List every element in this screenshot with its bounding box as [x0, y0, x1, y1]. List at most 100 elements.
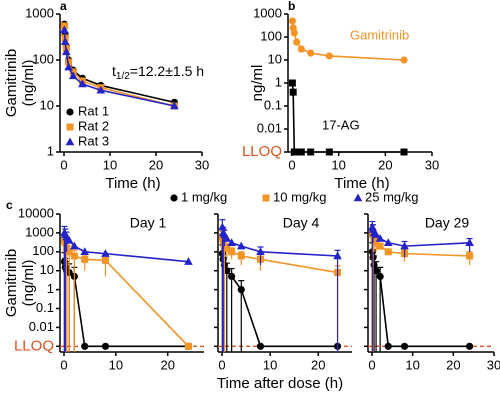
marker: [80, 247, 90, 256]
marker: [325, 148, 333, 156]
marker: [228, 248, 236, 256]
y-axis-label: Gamitrinib: [3, 249, 20, 317]
marker: [184, 342, 192, 350]
panel: 0 10 20 Day 4: [214, 213, 352, 372]
marker: [65, 248, 73, 256]
marker: [66, 108, 74, 116]
panel-letter: b: [288, 0, 295, 13]
marker: [400, 241, 409, 250]
marker: [288, 79, 296, 87]
marker: [78, 79, 87, 88]
annotation-part: t: [112, 63, 116, 79]
x-tick-label: 30: [195, 157, 209, 172]
marker: [218, 222, 227, 231]
annotation-part: =12.2±1.5 h: [130, 63, 204, 79]
panel-title: Day 4: [283, 215, 320, 231]
marker: [184, 257, 193, 265]
series-label: 17-AG: [322, 117, 360, 132]
y-tick-label: 10: [268, 51, 282, 66]
y-tick-label: 1000: [253, 5, 282, 20]
marker: [370, 235, 378, 243]
y-tick-label: 1: [47, 143, 54, 158]
marker: [64, 235, 74, 244]
y-tick-label: 0.1: [36, 300, 54, 315]
legend-label: 25 mg/kg: [365, 189, 418, 204]
y-axis-label: (ng/ml): [20, 260, 37, 307]
marker: [289, 88, 297, 96]
marker: [465, 238, 474, 246]
y-axis-label: ng/ml: [249, 65, 266, 102]
panel-title: Day 29: [425, 215, 470, 231]
marker: [81, 342, 89, 350]
x-tick-label: 0: [218, 357, 225, 372]
y-tick-label: 10000: [18, 205, 54, 220]
panel: 1 10 100 1000 0 10 20 30 a Time (h) Gamitrinib (ng/…: [3, 0, 209, 192]
x-axis-label: Time (h): [105, 175, 160, 192]
x-tick-label: 0: [60, 357, 67, 372]
marker: [371, 230, 381, 238]
y-tick-label: 0.1: [264, 97, 282, 112]
marker: [101, 256, 109, 264]
legend-label: Rat 3: [78, 133, 109, 148]
marker: [297, 45, 305, 53]
series-label: Gamitrinib: [350, 27, 409, 42]
marker: [293, 38, 301, 46]
marker: [383, 238, 393, 246]
x-tick-label: 10: [405, 357, 419, 372]
x-tick-label: 10: [331, 157, 345, 172]
x-tick-label: 20: [149, 157, 163, 172]
y-tick-label: 0.01: [29, 319, 54, 334]
x-tick-label: 0: [60, 157, 67, 172]
y-tick-label: 1: [275, 74, 282, 89]
panel-letter: a: [60, 0, 67, 13]
x-tick-label: 10: [103, 157, 117, 172]
series-line: [63, 261, 189, 348]
panel: LLOQ 0.01 0.1 1 10 100 1000 0 10 20 30 b Time (h) ng/…: [242, 0, 439, 192]
marker: [222, 234, 232, 242]
marker: [64, 62, 73, 71]
x-axis-label: Time (h): [334, 175, 389, 192]
legend-label: 1 mg/kg: [181, 189, 227, 204]
x-tick-label: 0: [288, 157, 295, 172]
annotation: t1/2=12.2±1.5 h: [112, 63, 204, 82]
marker: [65, 137, 75, 146]
x-tick-label: 30: [425, 157, 439, 172]
marker: [81, 255, 89, 263]
marker: [96, 85, 106, 94]
marker: [384, 342, 392, 350]
marker: [70, 241, 79, 250]
marker: [466, 252, 474, 260]
y-tick-label: 10: [40, 262, 54, 277]
marker: [372, 239, 380, 247]
series-line: [221, 253, 338, 348]
marker: [60, 25, 69, 34]
marker: [466, 342, 474, 350]
x-tick-label: 20: [446, 357, 460, 372]
marker: [66, 123, 74, 131]
marker: [297, 148, 305, 156]
marker: [101, 249, 110, 257]
x-tick-label: 10: [109, 357, 123, 372]
marker: [227, 238, 236, 246]
y-tick-label: LLOQ: [242, 143, 282, 160]
marker: [223, 267, 231, 275]
marker: [237, 286, 245, 294]
x-tick-label: 10: [263, 357, 277, 372]
marker: [325, 52, 333, 60]
marker: [70, 252, 78, 260]
legend-label: Rat 2: [78, 118, 109, 133]
marker: [228, 272, 236, 280]
marker: [262, 194, 270, 202]
marker: [307, 148, 315, 156]
panel-title: Day 1: [130, 215, 167, 231]
marker: [375, 234, 385, 242]
y-tick-label: 1000: [25, 5, 54, 20]
y-tick-label: 10: [40, 97, 54, 112]
y-tick-label: 100: [260, 28, 282, 43]
marker: [372, 267, 380, 275]
y-tick-label: 0.01: [257, 120, 282, 135]
marker: [293, 148, 301, 156]
y-tick-label: 1000: [25, 224, 54, 239]
y-tick-label: 1: [47, 281, 54, 296]
